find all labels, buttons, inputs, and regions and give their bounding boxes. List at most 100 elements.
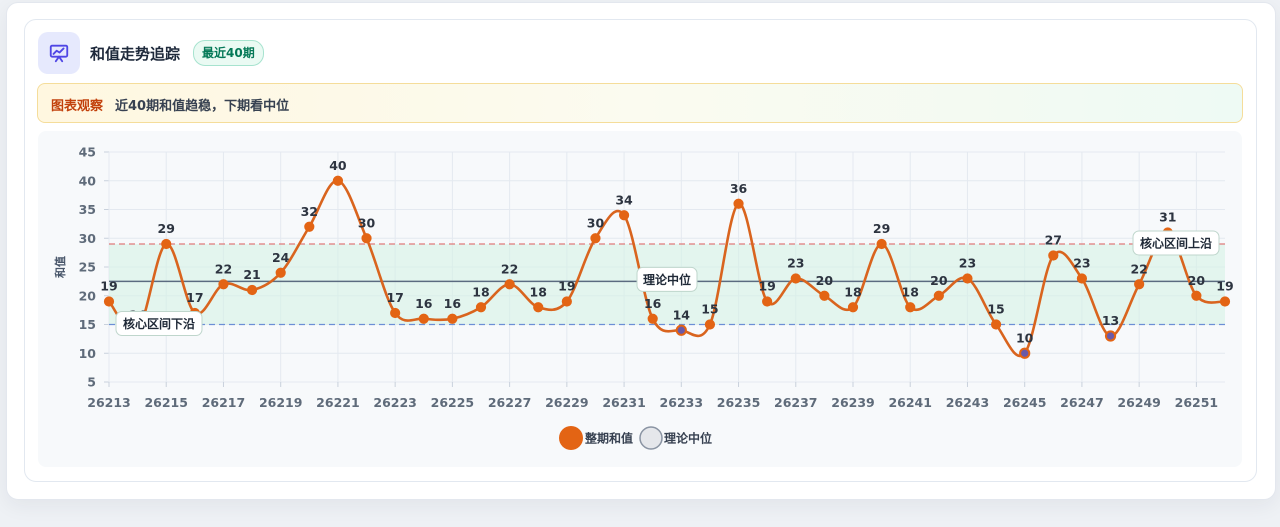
card-title: 和值走势追踪	[90, 45, 181, 63]
legend-label-median[interactable]: 理论中位	[664, 431, 712, 446]
x-tick-label: 26239	[831, 395, 875, 410]
sum-trend-chart: 5 10 15 20 25 30 35 40 45 26213 26215 26217 26219 262…	[53, 145, 1234, 450]
data-label: 23	[959, 256, 976, 271]
data-label: 24	[272, 250, 290, 265]
data-point[interactable]	[618, 210, 630, 221]
y-tick-label: 10	[79, 346, 97, 361]
legend-label-sum[interactable]: 整期和值	[584, 431, 633, 446]
data-point[interactable]	[1076, 273, 1088, 284]
data-label: 18	[472, 284, 489, 299]
data-label: 15	[987, 302, 1004, 317]
data-point[interactable]	[847, 302, 859, 313]
x-tick-label: 26231	[602, 395, 646, 410]
data-point[interactable]	[361, 233, 372, 244]
data-point[interactable]	[275, 267, 286, 278]
data-point[interactable]	[590, 233, 601, 244]
data-point[interactable]	[675, 324, 687, 336]
data-label: 36	[730, 181, 748, 196]
x-tick-label: 26219	[259, 395, 303, 410]
y-tick-label: 30	[79, 231, 97, 246]
data-label: 10	[1016, 330, 1034, 345]
data-point[interactable]	[962, 273, 973, 284]
y-tick-label: 5	[87, 375, 96, 390]
data-point[interactable]	[1104, 330, 1117, 342]
data-label: 21	[243, 267, 260, 282]
data-label: 17	[386, 290, 403, 305]
data-label: 40	[329, 158, 347, 173]
data-label: 18	[530, 284, 547, 299]
x-tick-label: 26245	[1003, 395, 1047, 410]
data-point[interactable]	[762, 296, 773, 307]
data-point[interactable]	[103, 296, 115, 307]
data-label: 20	[1188, 273, 1206, 288]
x-tick-label: 26229	[545, 395, 589, 410]
x-tick-label: 26221	[316, 395, 360, 410]
data-point[interactable]	[876, 238, 887, 250]
data-point[interactable]	[790, 273, 801, 284]
data-point[interactable]	[390, 307, 401, 319]
data-point[interactable]	[475, 302, 487, 313]
data-point[interactable]	[1134, 279, 1145, 290]
data-label: 19	[1216, 279, 1233, 294]
data-point[interactable]	[447, 313, 458, 324]
data-point[interactable]	[246, 284, 258, 296]
x-tick-label: 26237	[774, 395, 818, 410]
y-tick-label: 35	[79, 202, 96, 217]
y-tick-label: 45	[79, 145, 96, 160]
data-point[interactable]	[1191, 290, 1202, 301]
legend-swatch-median[interactable]	[639, 426, 663, 450]
data-point[interactable]	[990, 319, 1002, 330]
data-label: 14	[673, 307, 691, 322]
data-label: 19	[758, 279, 775, 294]
data-label: 29	[873, 221, 890, 236]
x-tick-label: 26217	[202, 395, 246, 410]
data-label: 22	[1130, 261, 1147, 276]
data-point[interactable]	[905, 302, 916, 313]
data-label: 30	[358, 215, 376, 230]
x-tick-label: 26233	[660, 395, 704, 410]
period-badge: 最近40期	[193, 40, 264, 66]
data-point[interactable]	[733, 198, 744, 209]
data-point[interactable]	[504, 279, 515, 290]
legend-swatch-sum[interactable]	[559, 426, 583, 450]
data-point[interactable]	[304, 221, 315, 232]
data-point[interactable]	[647, 313, 658, 324]
x-tick-label: 26235	[717, 395, 761, 410]
data-label: 19	[100, 279, 117, 294]
data-point[interactable]	[1048, 250, 1059, 261]
data-label: 31	[1159, 210, 1176, 225]
band-lower-callout-box	[115, 311, 203, 336]
x-tick-label: 26223	[373, 395, 417, 410]
data-point[interactable]	[561, 296, 572, 307]
data-label: 13	[1102, 313, 1119, 328]
data-point[interactable]	[332, 175, 344, 186]
data-point[interactable]	[819, 290, 830, 301]
median-callout-text: 理论中位	[643, 272, 691, 287]
data-point[interactable]	[1019, 347, 1031, 359]
data-label: 23	[787, 256, 804, 271]
y-tick-label: 40	[79, 173, 97, 188]
data-label: 22	[501, 261, 518, 276]
x-tick-label: 26215	[144, 395, 188, 410]
median-callout-box	[636, 266, 698, 292]
data-point[interactable]	[218, 279, 229, 290]
band-upper-callout-box	[1132, 230, 1220, 256]
data-point[interactable]	[1219, 296, 1231, 307]
data-point[interactable]	[704, 319, 716, 330]
data-label: 23	[1073, 256, 1090, 271]
x-tick-label: 26225	[431, 395, 475, 410]
data-label: 20	[930, 273, 948, 288]
data-point[interactable]	[533, 302, 544, 313]
data-point[interactable]	[418, 313, 429, 324]
chart-panel: 5 10 15 20 25 30 35 40 45 26213 26215 26217 26219 262…	[38, 131, 1242, 467]
data-label: 20	[816, 273, 834, 288]
data-point[interactable]	[933, 290, 944, 301]
data-label: 27	[1045, 233, 1062, 248]
data-label: 16	[444, 296, 462, 311]
data-label: 22	[215, 261, 232, 276]
data-label: 30	[587, 215, 605, 230]
data-point[interactable]	[161, 238, 172, 250]
y-tick-label: 25	[79, 260, 96, 275]
data-label: 18	[902, 284, 919, 299]
observation-banner: 图表观察 近40期和值趋稳，下期看中位	[37, 83, 1243, 123]
